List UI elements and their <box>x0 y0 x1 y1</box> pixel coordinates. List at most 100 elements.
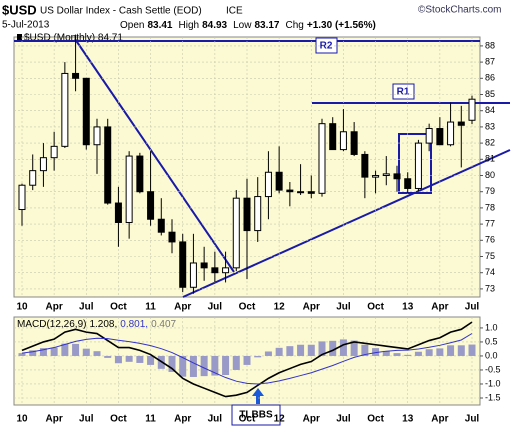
histogram-bar <box>372 348 380 356</box>
stat-label: Low <box>233 20 252 31</box>
x-tick-label: Jul <box>79 414 94 425</box>
candle-body <box>50 145 58 159</box>
stat-label: Open <box>120 20 144 31</box>
y-tick-label: 79 <box>485 186 495 196</box>
x-tick-label: Jul <box>465 414 480 425</box>
x-tick-label: 10 <box>16 302 28 313</box>
candle-body <box>329 123 337 151</box>
y-tick-label: 85 <box>485 89 495 99</box>
x-tick-label: Jul <box>208 302 223 313</box>
source: ©StockCharts.com <box>418 5 502 16</box>
histogram-bar <box>404 354 412 356</box>
y-tick-label: 0.5 <box>485 336 498 346</box>
candle-body <box>189 262 197 288</box>
histogram-bar <box>168 355 176 372</box>
histogram-bar <box>393 353 401 356</box>
candle-body <box>61 72 69 147</box>
candle-body <box>425 128 433 144</box>
x-tick-label: Jul <box>79 302 94 313</box>
candle-body <box>243 197 251 232</box>
arrow <box>252 388 264 404</box>
histogram-bar <box>350 340 358 356</box>
histogram-bar <box>189 355 197 377</box>
histogram-bar <box>211 355 219 376</box>
downtrend-line <box>74 38 235 273</box>
x-tick-label: Jul <box>336 414 351 425</box>
candle-body <box>72 72 80 79</box>
histogram-bar <box>264 351 272 356</box>
x-tick-label: Apr <box>46 302 63 313</box>
histogram-bar <box>104 355 112 358</box>
y-tick-label: -1.0 <box>485 378 501 388</box>
y-tick-label: 83 <box>485 121 495 131</box>
exchange: ICE <box>226 6 243 17</box>
y-tick-label: 78 <box>485 202 495 212</box>
x-tick-label: 11 <box>145 414 156 425</box>
x-tick-label: Apr <box>174 302 191 313</box>
candle-body <box>168 231 176 243</box>
x-tick-label: Oct <box>239 302 256 313</box>
candle-body <box>436 128 444 146</box>
legend: $USD (Monthly) 84.71 <box>24 33 123 44</box>
stat-label: Chg <box>286 20 304 31</box>
candle-body <box>136 155 144 193</box>
x-tick-label: 12 <box>274 414 286 425</box>
candle-body <box>157 218 165 233</box>
macd-line <box>21 333 473 385</box>
macd-line <box>21 321 473 398</box>
histogram-bar <box>39 348 47 356</box>
x-tick-label: Apr <box>431 302 448 313</box>
histogram-bar <box>243 355 251 365</box>
histogram-bar <box>286 346 294 356</box>
candle-body <box>361 153 369 178</box>
pattern-box <box>398 133 432 194</box>
histogram-bar <box>18 353 26 356</box>
x-tick-label: Apr <box>174 414 191 425</box>
candle-body <box>125 155 133 223</box>
candle-body <box>82 77 90 146</box>
candle-body <box>275 171 283 191</box>
y-tick-label: 87 <box>485 56 495 66</box>
histogram-bar <box>382 350 390 356</box>
histogram-bar <box>425 349 433 356</box>
stat-label: High <box>179 20 200 31</box>
x-tick-label: 12 <box>274 302 286 313</box>
candle-body <box>232 197 240 269</box>
candle-body <box>211 267 219 274</box>
stats: Open 83.41 High 84.93 Low 83.17 Chg +1.30 (+1.5… <box>120 20 376 31</box>
candle-body <box>286 189 294 193</box>
x-tick-label: Oct <box>367 414 384 425</box>
x-tick-label: Oct <box>367 302 384 313</box>
y-tick-label: -0.5 <box>485 364 501 374</box>
histogram-bar <box>29 350 37 356</box>
candle-body <box>350 131 358 155</box>
candle-body <box>447 121 455 146</box>
candle-body <box>457 121 465 126</box>
y-tick-label: 76 <box>485 235 495 245</box>
stat-value: 84.93 <box>202 20 227 31</box>
x-tick-label: Jul <box>465 302 480 313</box>
candle-body <box>318 123 326 194</box>
macd-legend-value: 0.407 <box>151 319 176 330</box>
tlbbs-box <box>231 404 281 426</box>
histogram-bar <box>275 347 283 356</box>
histogram-bar <box>136 355 144 363</box>
r1-label: R1 <box>397 87 410 98</box>
x-tick-label: Apr <box>46 414 63 425</box>
histogram-bar <box>200 355 208 377</box>
x-tick-label: Oct <box>110 302 127 313</box>
candle-body <box>382 173 390 177</box>
y-tick-label: 77 <box>485 218 495 228</box>
y-tick-label: 84 <box>485 105 495 115</box>
r1-box <box>392 83 415 100</box>
candle-body <box>372 175 380 178</box>
stat-value: 83.41 <box>147 20 172 31</box>
histogram-bar <box>307 344 315 356</box>
candle-body <box>222 267 230 274</box>
legend-icon <box>17 34 22 40</box>
histogram-bar <box>179 355 187 377</box>
y-tick-label: 81 <box>485 154 495 164</box>
histogram-bar <box>93 351 101 356</box>
candle-body <box>104 126 112 204</box>
